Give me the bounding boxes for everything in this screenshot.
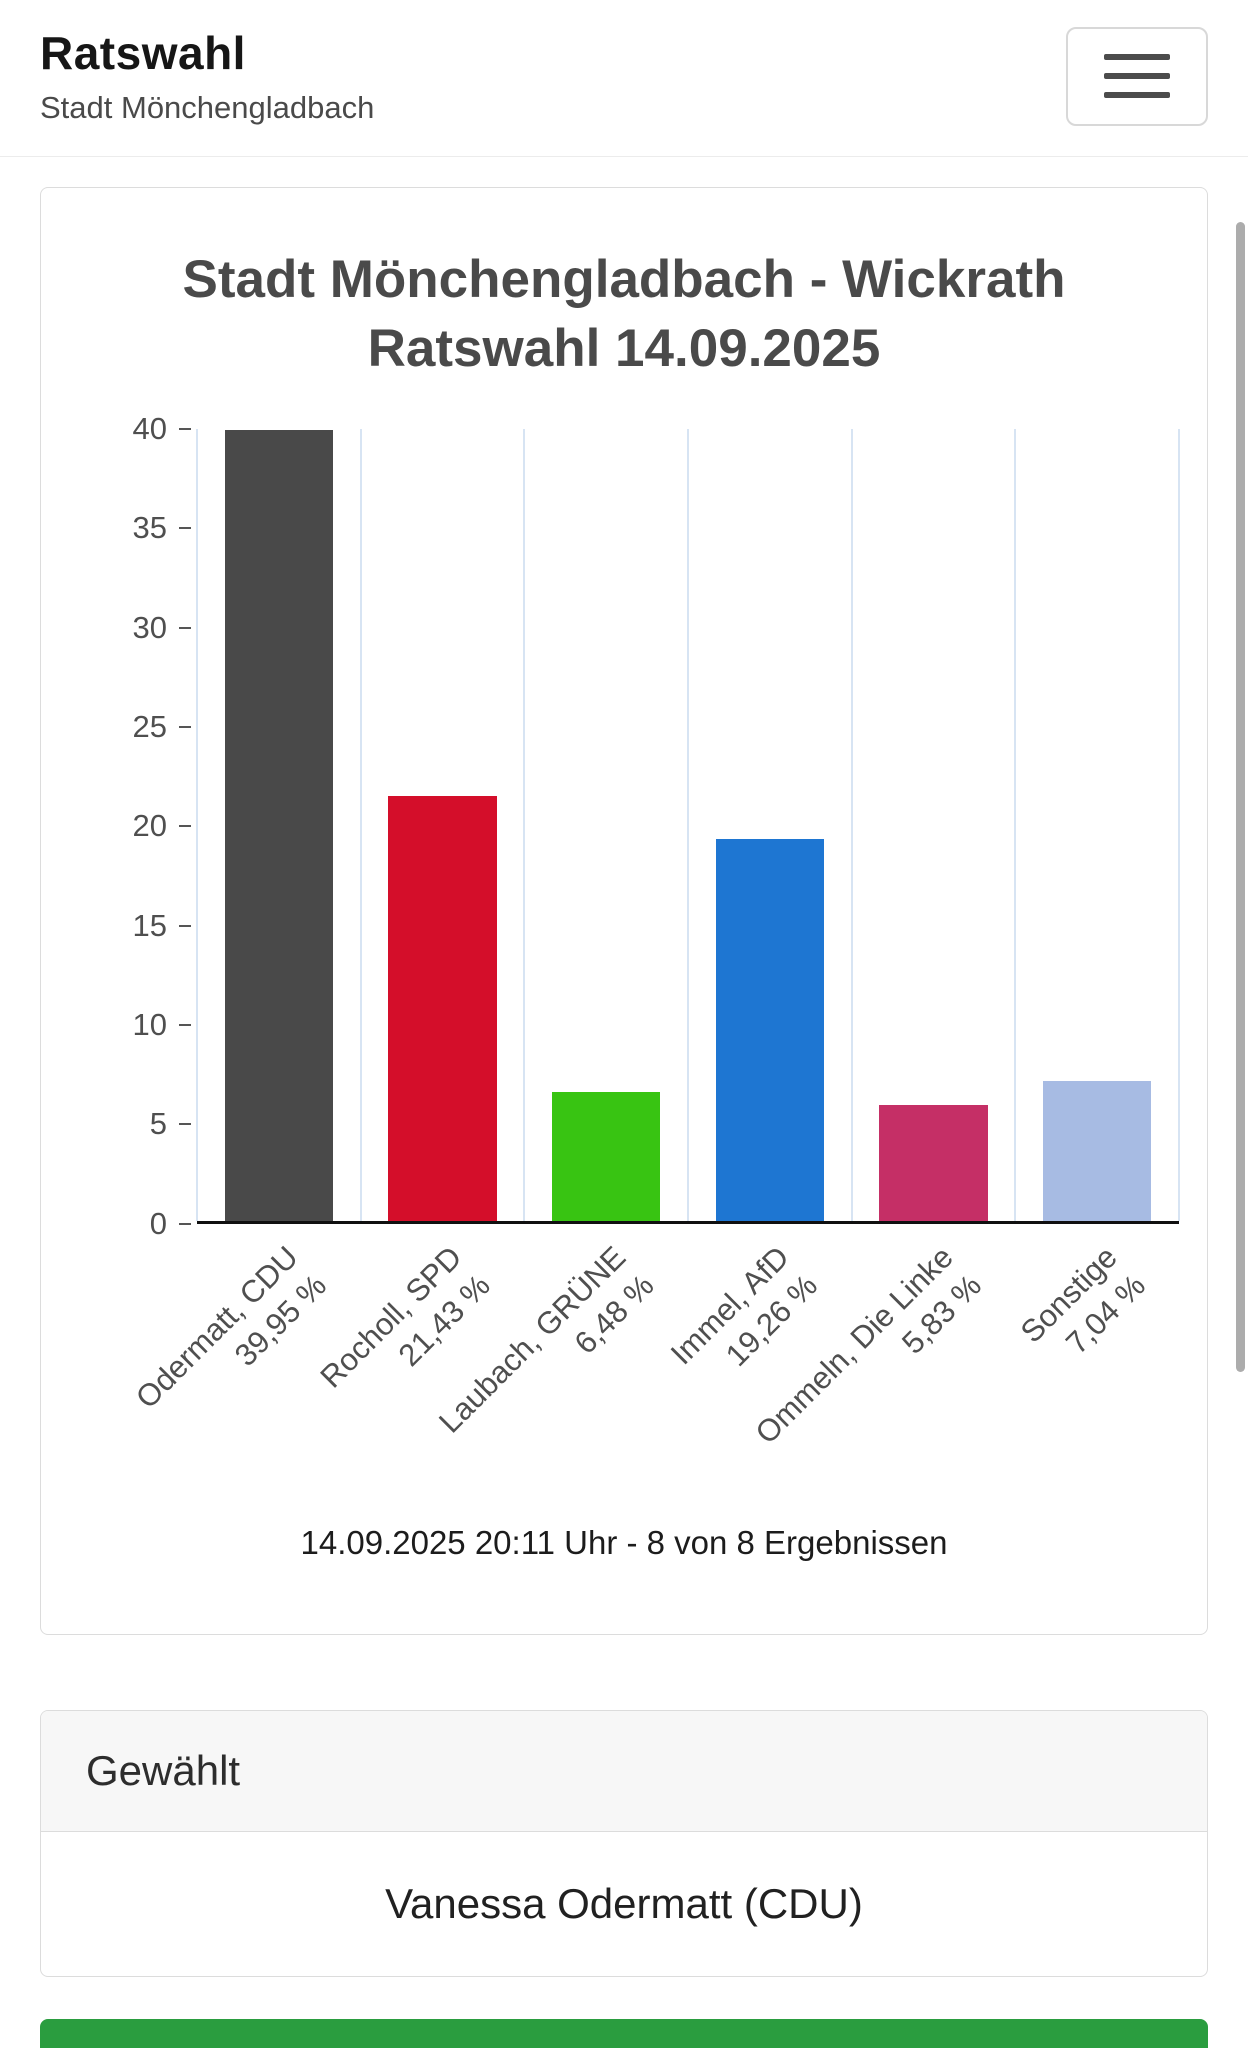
next-section-strip <box>40 2018 1208 2048</box>
x-axis-label: Odermatt, CDU 39,95 % <box>129 1239 334 1415</box>
bar-sonstige <box>1043 1081 1152 1221</box>
y-axis-tick <box>179 427 191 430</box>
plot-area <box>196 428 1180 1224</box>
y-axis-label: 20 <box>132 808 167 844</box>
header-titles: Ratswahl Stadt Mönchengladbach <box>40 26 374 126</box>
gridline <box>523 428 526 1221</box>
y-axis-label: 35 <box>132 510 167 546</box>
elected-card: Gewählt Vanessa Odermatt (CDU) <box>40 1709 1208 1977</box>
y-axis-label: 5 <box>149 1106 167 1142</box>
y-axis-tick <box>179 1222 191 1225</box>
y-axis-tick <box>179 825 191 828</box>
page-title: Ratswahl <box>40 27 246 79</box>
chart-status-line: 14.09.2025 20:11 Uhr - 8 von 8 Ergebniss… <box>300 1523 948 1561</box>
x-axis-labels: Odermatt, CDU 39,95 % Rocholl, SPD 21,43 % L… <box>129 1224 1179 1469</box>
app-header: Ratswahl Stadt Mönchengladbach <box>0 0 1248 157</box>
menu-button[interactable] <box>1066 26 1208 126</box>
gridline <box>1014 428 1017 1221</box>
y-axis-label: 10 <box>132 1007 167 1043</box>
y-axis-label: 30 <box>132 609 167 645</box>
y-axis-tick <box>179 725 191 728</box>
hamburger-icon <box>1104 54 1170 98</box>
y-axis-label: 40 <box>132 410 167 446</box>
bar-chart: 40 35 30 25 20 15 10 5 0 Odermatt, CDU 39,95 % Roc… <box>69 411 1180 1469</box>
y-axis-tick <box>179 1123 191 1126</box>
y-axis-tick <box>179 527 191 530</box>
scrollbar-thumb[interactable] <box>1236 222 1245 1372</box>
page-subtitle: Stadt Mönchengladbach <box>40 90 375 125</box>
results-card: Stadt Mönchengladbach - Wickrath Ratswah… <box>40 187 1208 1635</box>
y-axis-tick <box>179 924 191 927</box>
y-axis-label: 15 <box>132 907 167 943</box>
bar-rocholl-spd <box>388 796 497 1221</box>
y-axis-tick <box>179 626 191 629</box>
gridline <box>196 428 198 1221</box>
bar-laubach-gr-ne <box>552 1092 661 1221</box>
bar-ommeln-die-linke <box>879 1105 988 1221</box>
gridline <box>1178 428 1180 1221</box>
y-axis: 40 35 30 25 20 15 10 5 0 <box>69 411 197 1241</box>
gridline <box>687 428 689 1221</box>
gridline <box>359 428 362 1221</box>
y-axis-label: 25 <box>132 708 167 744</box>
y-axis-tick <box>179 1024 191 1027</box>
chart-title-line1: Stadt Mönchengladbach - Wickrath <box>182 250 1066 309</box>
y-axis-label: 0 <box>149 1205 167 1241</box>
chart-title: Stadt Mönchengladbach - Wickrath Ratswah… <box>69 246 1179 384</box>
x-axis-label: Sonstige 7,04 % <box>1013 1239 1152 1361</box>
bar-immel-afd <box>715 839 824 1221</box>
chart-title-line2: Ratswahl 14.09.2025 <box>367 318 881 378</box>
bar-odermatt-cdu <box>224 429 333 1221</box>
elected-card-header: Gewählt <box>41 1710 1207 1832</box>
gridline <box>850 428 853 1221</box>
elected-name: Vanessa Odermatt (CDU) <box>385 1879 863 1927</box>
